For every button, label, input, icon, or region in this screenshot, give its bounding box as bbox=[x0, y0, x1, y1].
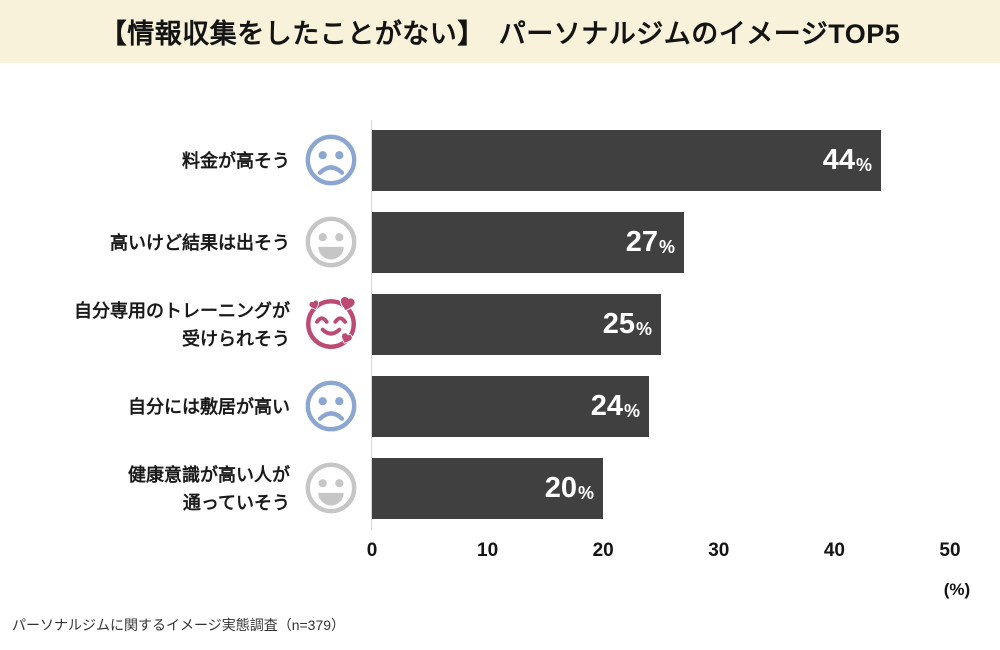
bar-value: 25 bbox=[602, 308, 635, 340]
bar-value: 27 bbox=[625, 226, 658, 258]
sad-face-icon bbox=[303, 132, 359, 188]
bar: 25 % bbox=[372, 294, 661, 355]
bar: 20 % bbox=[372, 458, 603, 519]
smiley-face-icon bbox=[303, 460, 359, 516]
x-axis-unit-label: (%) bbox=[943, 580, 971, 599]
bar-value-unit: % bbox=[623, 400, 640, 421]
bar-value-unit: % bbox=[658, 236, 675, 257]
chart-row: 健康意識が高い人が 通っていそう 20 % bbox=[0, 458, 1000, 519]
x-axis: 0 10 20 30 40 50 bbox=[367, 540, 961, 564]
title-band: 【情報収集をしたことがない】 パーソナルジムのイメージTOP5 bbox=[0, 0, 1000, 63]
bar: 24 % bbox=[372, 376, 649, 437]
sad-face-icon bbox=[303, 378, 359, 434]
y-axis-line bbox=[371, 120, 372, 530]
x-tick: 0 bbox=[366, 540, 378, 561]
category-label: 自分には敷居が高い bbox=[128, 396, 290, 417]
bar-value: 44 bbox=[822, 144, 855, 176]
bar-value: 24 bbox=[590, 390, 623, 422]
smiling-face-with-hearts-icon bbox=[303, 296, 359, 352]
chart-row: 料金が高そう 44 % bbox=[0, 130, 1000, 191]
bar-value-unit: % bbox=[635, 318, 652, 339]
x-tick: 10 bbox=[477, 540, 499, 561]
bar-value-unit: % bbox=[577, 482, 594, 503]
chart-row: 自分専用のトレーニングが 受けられそう 25 % bbox=[0, 294, 1000, 355]
category-label: 自分専用のトレーニングが 受けられそう bbox=[74, 300, 290, 349]
bar-value-unit: % bbox=[855, 154, 872, 175]
x-tick: 20 bbox=[592, 540, 614, 561]
x-tick: 50 bbox=[939, 540, 961, 561]
category-label: 高いけど結果は出そう bbox=[110, 232, 290, 253]
chart-row: 自分には敷居が高い 24 % bbox=[0, 376, 1000, 437]
category-label: 健康意識が高い人が 通っていそう bbox=[128, 464, 290, 513]
bar: 44 % bbox=[372, 130, 881, 191]
bar: 27 % bbox=[372, 212, 684, 273]
category-label: 料金が高そう bbox=[182, 150, 290, 171]
page-title: 【情報収集をしたことがない】 パーソナルジムのイメージTOP5 bbox=[99, 19, 901, 49]
x-tick: 30 bbox=[708, 540, 730, 561]
bar-value: 20 bbox=[544, 472, 577, 504]
chart-row: 高いけど結果は出そう 27 % bbox=[0, 212, 1000, 273]
x-tick: 40 bbox=[823, 540, 845, 561]
source-note: パーソナルジムに関するイメージ実態調査（n=379） bbox=[12, 617, 346, 633]
smiley-face-icon bbox=[303, 214, 359, 270]
